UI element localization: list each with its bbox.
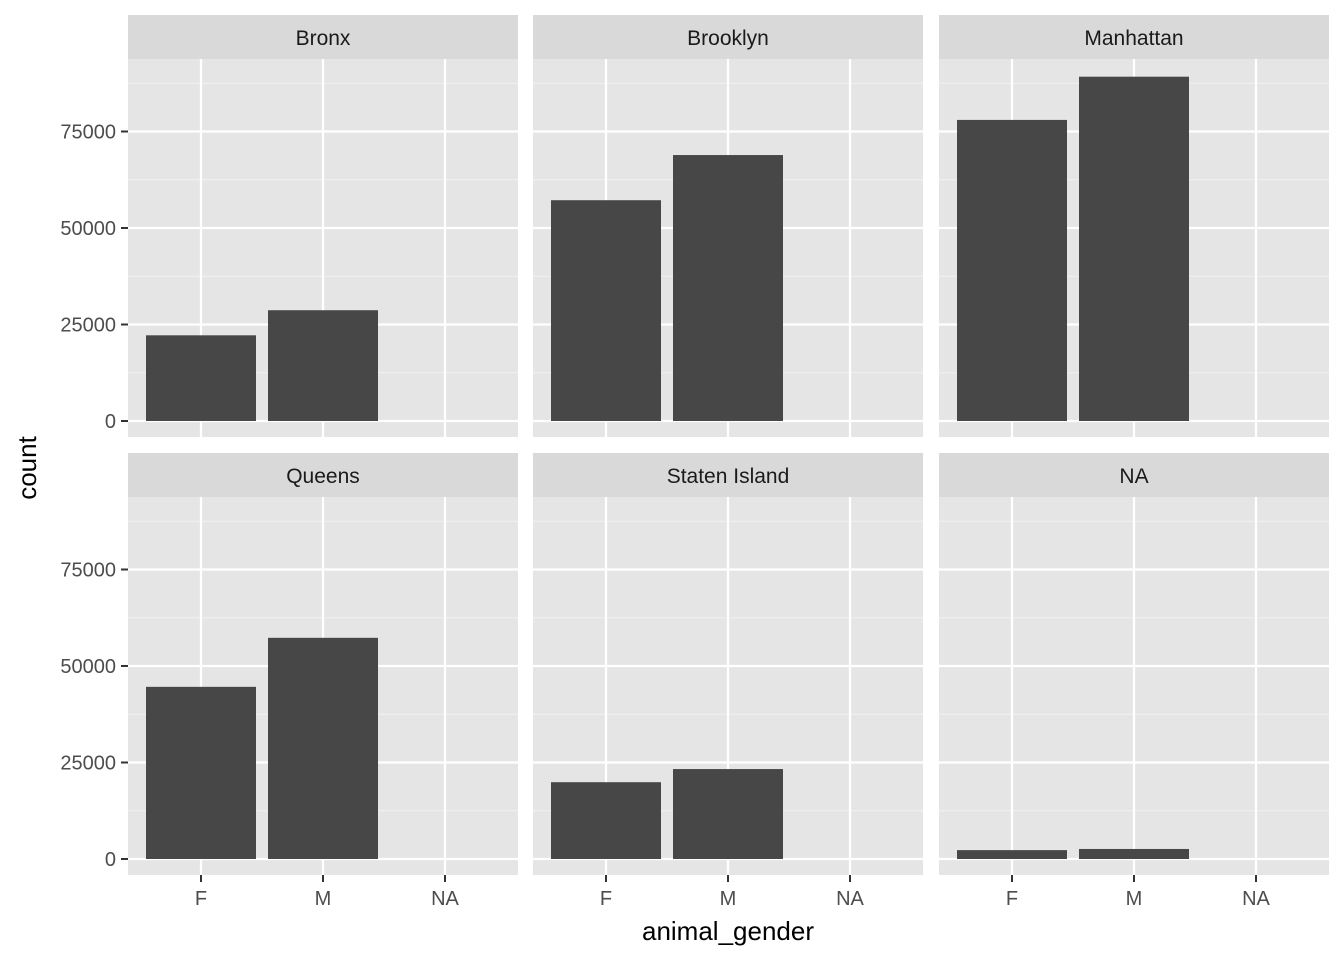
bar-queens-f <box>146 686 256 859</box>
y-tick-label: 25000 <box>60 753 116 775</box>
bar-brooklyn-m <box>673 155 783 421</box>
facet-queens: Queens 0 25000 50000 75000 F M NA <box>60 453 518 910</box>
x-tick-label: M <box>1126 888 1143 910</box>
y-tick-label: 75000 <box>60 560 116 582</box>
x-tick-label: F <box>1006 888 1018 910</box>
x-tick-label: F <box>195 888 207 910</box>
bar-brooklyn-f <box>551 200 661 421</box>
x-tick-label: F <box>600 888 612 910</box>
x-tick-label: M <box>720 888 737 910</box>
facet-staten-island: Staten Island F M NA <box>533 453 923 910</box>
y-tick-label: 50000 <box>60 656 116 678</box>
facet-strip <box>128 15 518 59</box>
facet-panels: Bronx 0 25000 50000 75000 Brooklyn Manhattan Qu… <box>60 15 1329 910</box>
y-tick-label: 25000 <box>60 315 116 337</box>
x-tick-label: NA <box>1242 888 1270 910</box>
facet-strip-label: Manhattan <box>1084 27 1183 50</box>
bar-bronx-f <box>146 335 256 421</box>
y-tick-label: 75000 <box>60 122 116 144</box>
bar-staten-island-f <box>551 782 661 859</box>
facet-strip-label: Staten Island <box>667 465 790 488</box>
bar-bronx-m <box>268 310 378 421</box>
x-axis-title: animal_gender <box>642 916 814 946</box>
facet-strip <box>128 453 518 497</box>
facet-na: NA F M NA <box>939 453 1329 910</box>
facet-strip-label: NA <box>1119 465 1148 488</box>
facet-strip-label: Brooklyn <box>687 27 769 50</box>
facet-strip <box>939 453 1329 497</box>
facet-bronx: Bronx 0 25000 50000 75000 <box>60 15 518 437</box>
facet-manhattan: Manhattan <box>939 15 1329 437</box>
y-tick-label: 50000 <box>60 218 116 240</box>
bar-staten-island-m <box>673 769 783 859</box>
x-tick-label: M <box>315 888 332 910</box>
facet-strip <box>939 15 1329 59</box>
facet-strip-label: Queens <box>286 465 360 488</box>
facet-strip-label: Bronx <box>296 27 351 50</box>
bar-na-m <box>1079 848 1189 859</box>
facet-brooklyn: Brooklyn <box>533 15 923 437</box>
y-axis-title: count <box>12 435 42 499</box>
y-tick-label: 0 <box>105 849 116 871</box>
facet-strip <box>533 15 923 59</box>
bar-queens-m <box>268 637 378 859</box>
bar-manhattan-m <box>1079 76 1189 422</box>
bar-manhattan-f <box>957 119 1067 422</box>
facet-strip <box>533 453 923 497</box>
x-tick-label: NA <box>836 888 864 910</box>
y-tick-label: 0 <box>105 411 116 433</box>
bar-na-f <box>957 850 1067 859</box>
x-tick-label: NA <box>431 888 459 910</box>
